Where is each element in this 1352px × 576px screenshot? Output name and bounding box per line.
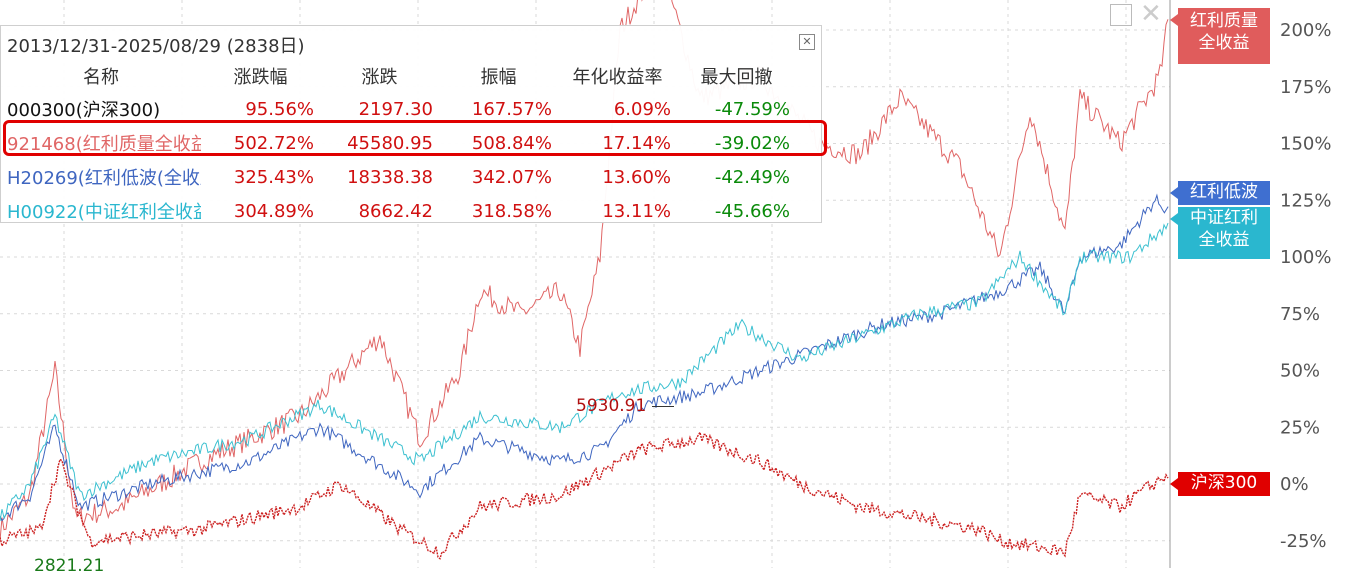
y-tick-label: 100% — [1280, 247, 1331, 268]
series-line-0 — [0, 0, 1169, 541]
row-annual: 13.11% — [602, 200, 671, 222]
row-chg: 2197.30 — [358, 98, 433, 120]
row-amp: 342.07% — [471, 166, 552, 188]
annotation-high: 5930.91 — [576, 396, 647, 416]
row-mdd: -45.66% — [714, 200, 790, 222]
y-tick-label: 175% — [1280, 77, 1331, 98]
row-chg: 45580.95 — [347, 132, 433, 154]
header-mdd: 最大回撤 — [700, 67, 773, 88]
table-row[interactable]: 000300(沪深300) 95.56% 2197.30 167.57% 6.09% -4… — [1, 92, 796, 126]
annotation-low: 2821.21 — [34, 556, 105, 576]
row-chg-pct: 502.72% — [233, 132, 314, 154]
row-annual: 13.60% — [602, 166, 671, 188]
y-axis: 200% 175% 150% 125% 100% 75% 50% 25% 0% -25% — [1280, 20, 1331, 552]
row-mdd: -42.49% — [714, 166, 790, 188]
header-annual: 年化收益率 — [572, 67, 663, 88]
header-chg-pct: 涨跌幅 — [233, 67, 288, 88]
row-annual: 6.09% — [613, 98, 671, 120]
y-tick-label: 75% — [1280, 304, 1320, 325]
tag-csi: 中证红利 全收益 — [1170, 207, 1270, 259]
y-tick-label: 150% — [1280, 134, 1331, 155]
annotation-high-pointer — [652, 406, 674, 407]
row-mdd: -39.02% — [714, 132, 790, 154]
y-tick-label: 200% — [1280, 20, 1331, 41]
row-chg: 18338.38 — [347, 166, 433, 188]
row-chg-pct: 325.43% — [233, 166, 314, 188]
stats-panel: 2013/12/31-2025/08/29 (2838日) ✕ 名称 涨跌幅 涨… — [0, 25, 827, 223]
row-mdd: -47.59% — [714, 98, 790, 120]
series-line-2 — [0, 222, 1169, 522]
y-tick-label: 0% — [1280, 474, 1309, 495]
restore-icon[interactable] — [1110, 4, 1132, 26]
highlight-box — [3, 120, 827, 156]
row-amp: 167.57% — [471, 98, 552, 120]
tag-lowvol: 红利低波 — [1170, 181, 1270, 205]
row-amp: 508.84% — [471, 132, 552, 154]
close-chart-icon[interactable]: ✕ — [1140, 0, 1162, 29]
tag-quality-line2: 全收益 — [1198, 33, 1250, 53]
table-header-row: 名称 涨跌幅 涨跌 振幅 年化收益率 最大回撤 — [1, 60, 796, 92]
panel-close-icon[interactable]: ✕ — [799, 34, 815, 50]
y-tick-label: 50% — [1280, 361, 1320, 382]
row-chg-pct: 304.89% — [233, 200, 314, 222]
table-row[interactable]: H00922(中证红利全收益) 304.89% 8662.42 318.58% 13.1… — [1, 194, 796, 228]
series-lines — [0, 0, 1169, 560]
row-name: 000300(沪深300) — [7, 100, 161, 121]
tag-hs300: 沪深300 — [1170, 472, 1270, 496]
y-tick-label: 125% — [1280, 190, 1331, 211]
tag-quality: 红利质量 全收益 — [1170, 8, 1270, 64]
y-tick-label: 25% — [1280, 417, 1320, 438]
row-name: H00922(中证红利全收益) — [7, 202, 201, 223]
tag-csi-line2: 全收益 — [1198, 230, 1250, 250]
row-chg: 8662.42 — [358, 200, 433, 222]
tag-csi-line1: 中证红利 — [1190, 208, 1258, 228]
row-chg-pct: 95.56% — [245, 98, 314, 120]
header-name: 名称 — [83, 67, 119, 88]
row-name: 921468(红利质量全收益) — [7, 134, 201, 155]
date-range-label: 2013/12/31-2025/08/29 (2838日) — [7, 36, 305, 57]
y-tick-label: -25% — [1280, 531, 1327, 552]
stats-table: 名称 涨跌幅 涨跌 振幅 年化收益率 最大回撤 000300(沪深300) 95.… — [1, 60, 796, 228]
row-annual: 17.14% — [602, 132, 671, 154]
series-line-3 — [0, 430, 1169, 560]
row-name: H20269(红利低波(全收益)) — [7, 168, 201, 189]
table-row[interactable]: H20269(红利低波(全收益)) 325.43% 18338.38 342.07% 1… — [1, 160, 796, 194]
table-row[interactable]: 921468(红利质量全收益) 502.72% 45580.95 508.84% 17.… — [1, 126, 796, 160]
row-amp: 318.58% — [471, 200, 552, 222]
tag-quality-line1: 红利质量 — [1190, 11, 1258, 31]
header-amp: 振幅 — [480, 67, 517, 88]
header-chg: 涨跌 — [361, 67, 398, 88]
